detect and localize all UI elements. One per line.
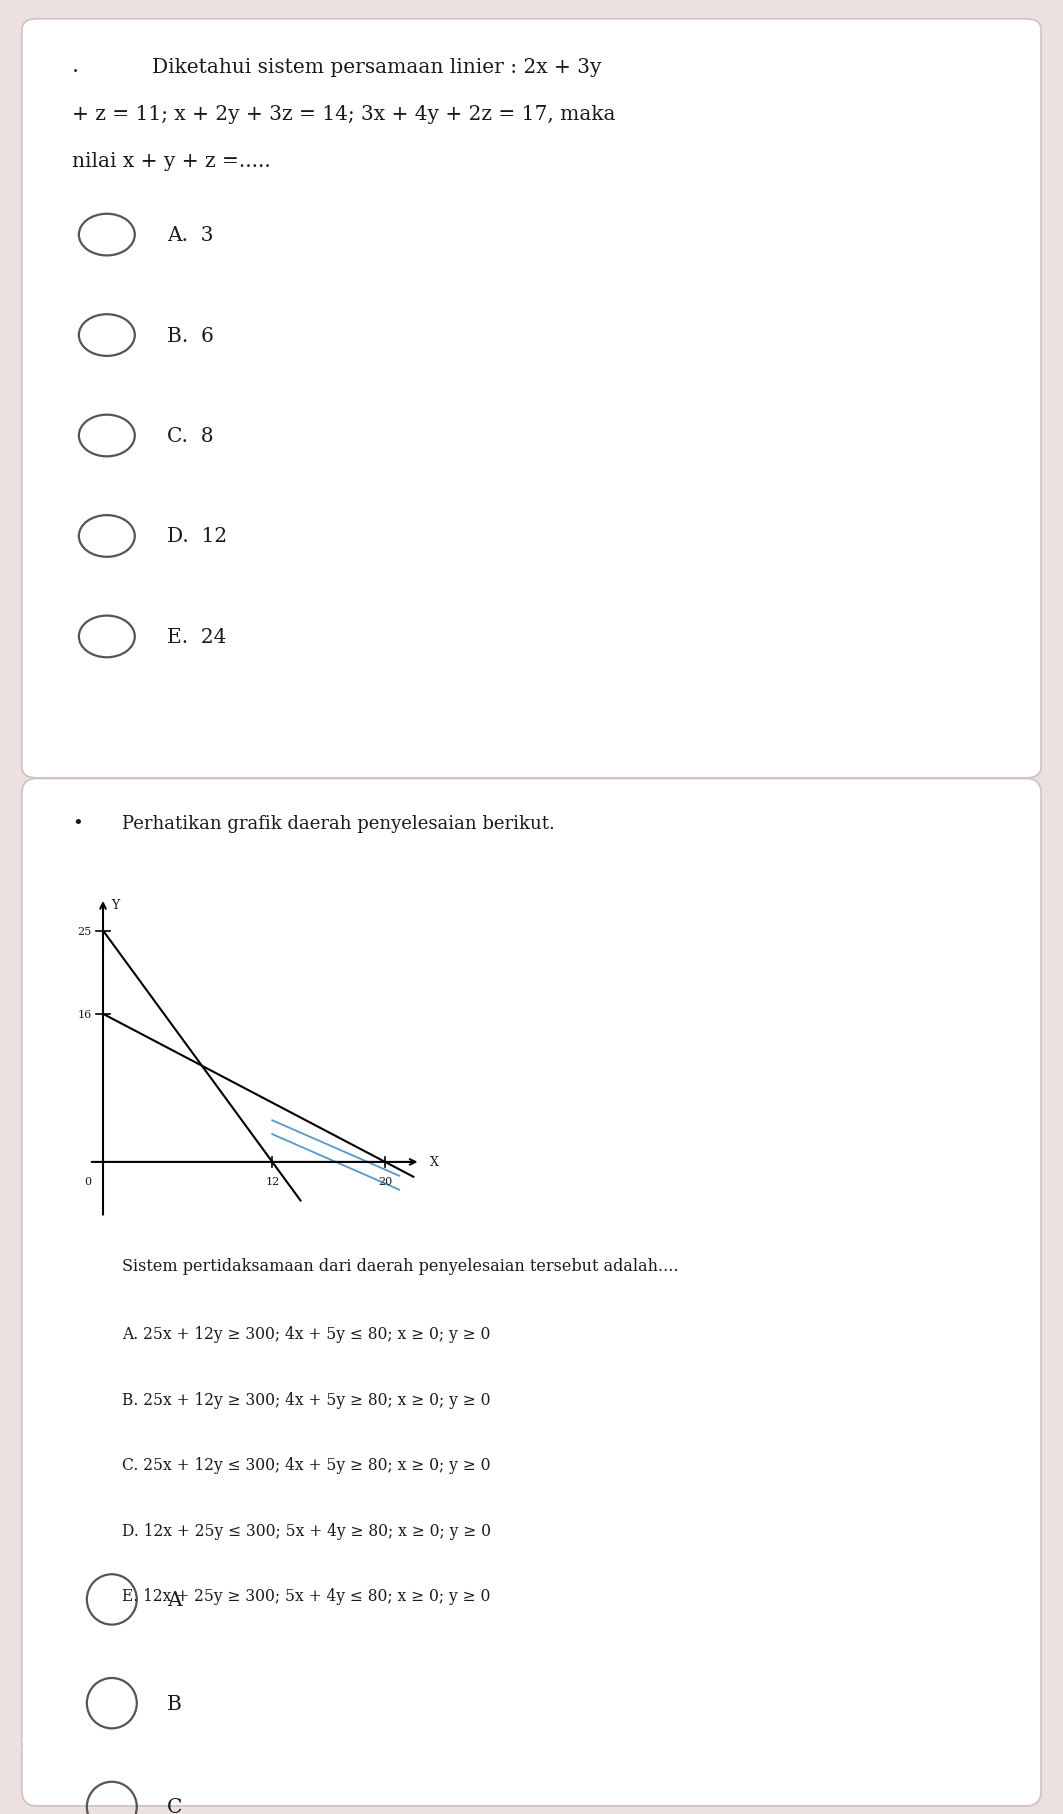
Text: C: C xyxy=(167,1798,182,1814)
FancyBboxPatch shape xyxy=(22,20,1041,778)
Text: B.  6: B. 6 xyxy=(167,327,214,345)
FancyBboxPatch shape xyxy=(22,778,1041,1807)
Text: D. 12x + 25y ≤ 300; 5x + 4y ≥ 80; x ≥ 0; y ≥ 0: D. 12x + 25y ≤ 300; 5x + 4y ≥ 80; x ≥ 0;… xyxy=(122,1522,491,1538)
Text: C.  8: C. 8 xyxy=(167,426,214,446)
Text: !: ! xyxy=(20,1738,28,1756)
Text: Diketahui sistem persamaan linier : 2x + 3y: Diketahui sistem persamaan linier : 2x +… xyxy=(152,58,602,78)
Text: B: B xyxy=(167,1694,182,1712)
Text: Sistem pertidaksamaan dari daerah penyelesaian tersebut adalah....: Sistem pertidaksamaan dari daerah penyel… xyxy=(122,1257,678,1273)
Text: 16: 16 xyxy=(78,1009,91,1019)
Text: E.  24: E. 24 xyxy=(167,628,226,646)
Text: A. 25x + 12y ≥ 300; 4x + 5y ≤ 80; x ≥ 0; y ≥ 0: A. 25x + 12y ≥ 300; 4x + 5y ≤ 80; x ≥ 0;… xyxy=(122,1326,490,1342)
Text: 25: 25 xyxy=(78,925,91,936)
Text: •: • xyxy=(72,814,83,833)
Text: 0: 0 xyxy=(85,1175,91,1186)
Text: Y: Y xyxy=(112,898,120,912)
Text: nilai x + y + z =.....: nilai x + y + z =..... xyxy=(72,152,271,171)
Text: E. 12x + 25y ≥ 300; 5x + 4y ≤ 80; x ≥ 0; y ≥ 0: E. 12x + 25y ≥ 300; 5x + 4y ≤ 80; x ≥ 0;… xyxy=(122,1587,490,1604)
Text: 20: 20 xyxy=(378,1175,392,1186)
Text: 12: 12 xyxy=(265,1175,280,1186)
Text: + z = 11; x + 2y + 3z = 14; 3x + 4y + 2z = 17, maka: + z = 11; x + 2y + 3z = 14; 3x + 4y + 2z… xyxy=(72,105,615,125)
Text: A.  3: A. 3 xyxy=(167,227,214,245)
Text: X: X xyxy=(431,1156,439,1168)
Text: Perhatikan grafik daerah penyelesaian berikut.: Perhatikan grafik daerah penyelesaian be… xyxy=(122,814,555,833)
Text: D.  12: D. 12 xyxy=(167,528,226,546)
Text: A: A xyxy=(167,1591,182,1609)
Text: B. 25x + 12y ≥ 300; 4x + 5y ≥ 80; x ≥ 0; y ≥ 0: B. 25x + 12y ≥ 300; 4x + 5y ≥ 80; x ≥ 0;… xyxy=(122,1391,490,1408)
Text: ·: · xyxy=(72,60,79,83)
Text: C. 25x + 12y ≤ 300; 4x + 5y ≥ 80; x ≥ 0; y ≥ 0: C. 25x + 12y ≤ 300; 4x + 5y ≥ 80; x ≥ 0;… xyxy=(122,1457,490,1473)
